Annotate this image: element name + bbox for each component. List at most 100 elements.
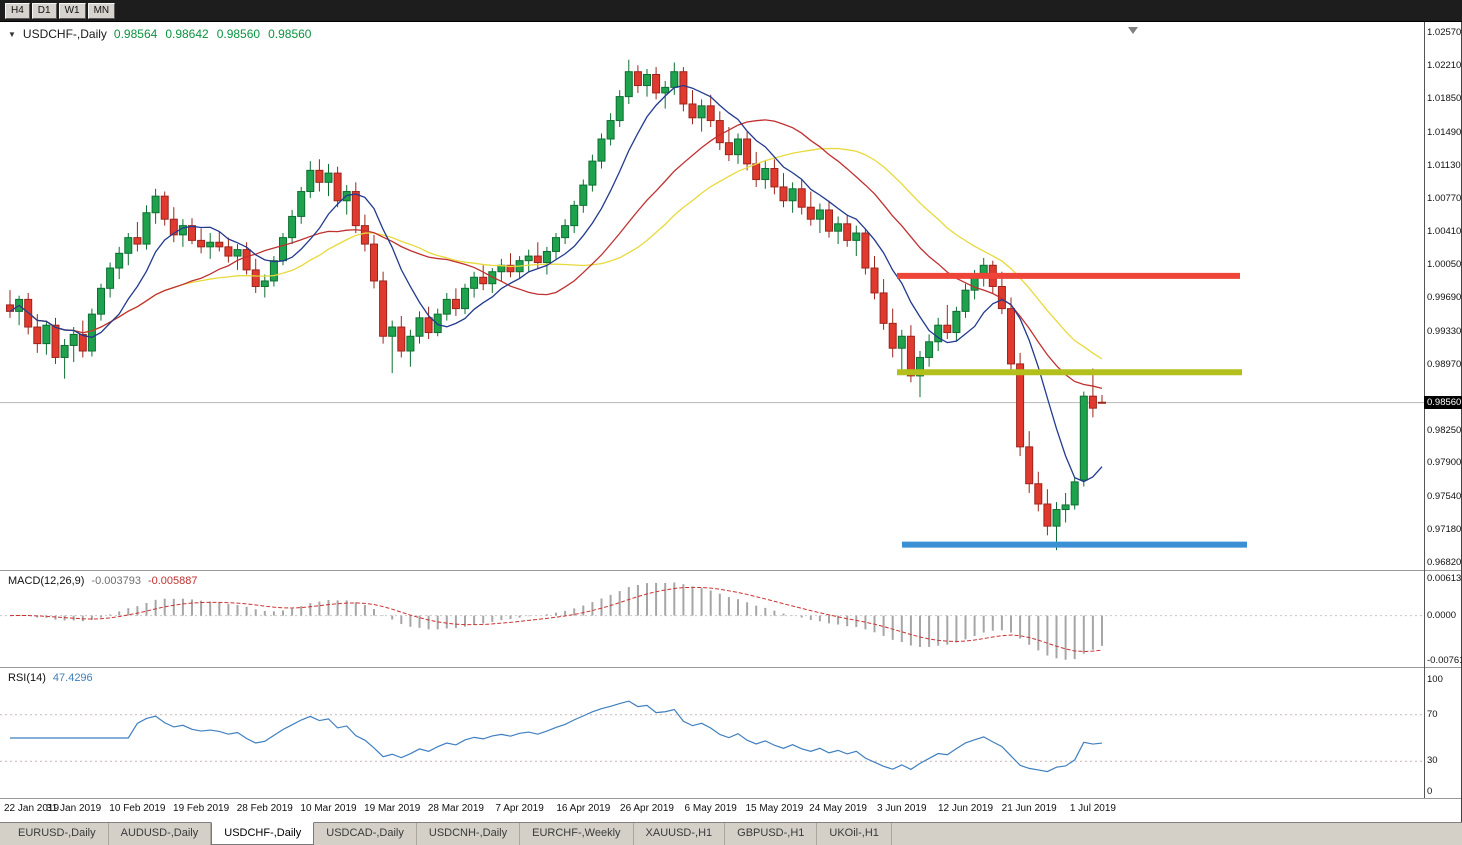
chart-tab-usdchf-daily[interactable]: USDCHF-,Daily <box>211 822 315 845</box>
candle <box>715 120 724 144</box>
date-axis[interactable]: 22 Jan 2019 31 Jan 2019 10 Feb 2019 19 Feb … <box>0 798 1424 820</box>
candle <box>379 280 388 337</box>
ohlc-close: 0.98560 <box>268 27 312 41</box>
chart-tab-audusd-daily[interactable]: AUDUSD-,Daily <box>109 823 212 845</box>
macd-signal-line <box>9 586 1103 653</box>
timeframe-toolbar: H4 D1 W1 MN <box>0 0 1462 22</box>
candle <box>269 260 278 282</box>
candle <box>606 120 615 140</box>
date-label: 21 Jun 2019 <box>1001 803 1057 814</box>
rsi-line <box>10 700 1103 773</box>
candle <box>206 241 215 248</box>
candle <box>142 212 151 245</box>
date-label: 28 Mar 2019 <box>427 803 484 814</box>
rsi-value: 47.4296 <box>52 672 93 684</box>
date-label: 15 May 2019 <box>745 803 804 814</box>
candle <box>279 237 287 262</box>
candle <box>624 71 633 98</box>
candle <box>333 172 342 202</box>
chart-ohlc-values: 0.98564 0.98642 0.98560 0.98560 <box>114 27 312 41</box>
price-axis-label: 1.02210 <box>1427 60 1462 72</box>
price-axis: 1.02570 1.02210 1.01850 1.01490 1.01130 1.007… <box>1427 0 1462 820</box>
candle <box>406 335 415 352</box>
candle <box>169 218 178 236</box>
date-label: 12 Jun 2019 <box>937 803 994 814</box>
candle <box>761 167 770 181</box>
price-axis-label: 1.01130 <box>1427 159 1461 171</box>
price-axis-label: 1.01490 <box>1427 126 1462 138</box>
candle <box>1061 504 1070 511</box>
price-axis-label: 1.00050 <box>1427 259 1462 271</box>
date-label: 10 Mar 2019 <box>300 803 357 814</box>
candle <box>843 223 852 241</box>
candle <box>224 246 233 257</box>
price-axis-label: 1.01850 <box>1427 93 1462 105</box>
chart-tab-eurusd-daily[interactable]: EURUSD-,Daily <box>6 823 109 845</box>
chart-tab-ukoil-h1[interactable]: UKOil-,H1 <box>817 823 892 845</box>
candle <box>124 237 133 254</box>
candle <box>934 324 943 343</box>
candle <box>633 71 642 87</box>
chart-tab-xauusd-h1[interactable]: XAUUSD-,H1 <box>634 823 726 845</box>
chart-menu-arrow-icon[interactable]: ▼ <box>8 29 16 39</box>
price-axis-label: 0.97540 <box>1427 490 1462 502</box>
rsi-axis-label: 0 <box>1427 786 1433 797</box>
candle <box>879 292 888 324</box>
candle <box>661 86 670 94</box>
chart-tab-gbpusd-h1[interactable]: GBPUSD-,H1 <box>725 823 818 845</box>
timeframe-button-d1[interactable]: D1 <box>31 2 57 19</box>
candle <box>706 105 715 122</box>
candle <box>197 239 206 248</box>
candle <box>770 167 779 188</box>
candle <box>1043 503 1052 527</box>
candle <box>542 250 551 264</box>
candle <box>861 232 870 269</box>
timeframe-button-mn[interactable]: MN <box>87 2 116 19</box>
chart-shift-marker[interactable] <box>1128 27 1138 34</box>
candle <box>360 225 369 245</box>
candle <box>251 269 260 287</box>
candle <box>825 209 833 232</box>
candle <box>779 186 788 202</box>
candle <box>552 237 560 252</box>
timeframe-button-w1[interactable]: W1 <box>58 2 86 19</box>
candle <box>906 335 915 377</box>
candle <box>97 287 105 315</box>
candle <box>561 225 570 239</box>
price-axis-label: 0.98250 <box>1427 425 1462 437</box>
candle <box>78 333 87 352</box>
ohlc-high: 0.98642 <box>165 27 209 41</box>
chart-tab-usdcad-daily[interactable]: USDCAD-,Daily <box>314 823 417 845</box>
date-label: 1 Jul 2019 <box>1069 803 1116 814</box>
chart-tab-usdcnh-daily[interactable]: USDCNH-,Daily <box>417 823 521 845</box>
chart-tab-eurchf-weekly[interactable]: EURCHF-,Weekly <box>520 823 634 845</box>
price-axis-label: 0.96820 <box>1427 557 1462 568</box>
candle <box>797 188 806 208</box>
date-label: 26 Apr 2019 <box>620 803 674 814</box>
candle <box>679 71 688 105</box>
chart-tab-bar: EURUSD-,Daily AUDUSD-,Daily USDCHF-,Daily U… <box>0 822 1462 845</box>
candle <box>897 335 906 349</box>
price-axis-label: 1.02570 <box>1427 27 1462 38</box>
candle <box>997 285 1006 310</box>
chart-symbol-label: USDCHF-,Daily <box>22 27 107 41</box>
candle <box>60 344 69 358</box>
candle <box>306 169 315 193</box>
candle <box>479 276 488 285</box>
macd-axis-label: -0.00761 <box>1427 655 1462 666</box>
candle <box>870 267 879 294</box>
candle <box>806 206 815 220</box>
candle <box>115 252 124 269</box>
candle <box>1025 446 1034 485</box>
macd-indicator-label: MACD(12,26,9) -0.003793 -0.005887 <box>8 575 198 587</box>
candle <box>916 356 924 377</box>
rsi-name: RSI(14) <box>8 672 46 684</box>
date-label: 7 Apr 2019 <box>495 803 544 814</box>
ma-slow-yellow <box>9 147 1103 360</box>
candle <box>215 241 224 248</box>
timeframe-button-h4[interactable]: H4 <box>5 2 30 19</box>
candle <box>834 223 843 232</box>
candle <box>670 71 679 88</box>
candle <box>1016 363 1025 448</box>
